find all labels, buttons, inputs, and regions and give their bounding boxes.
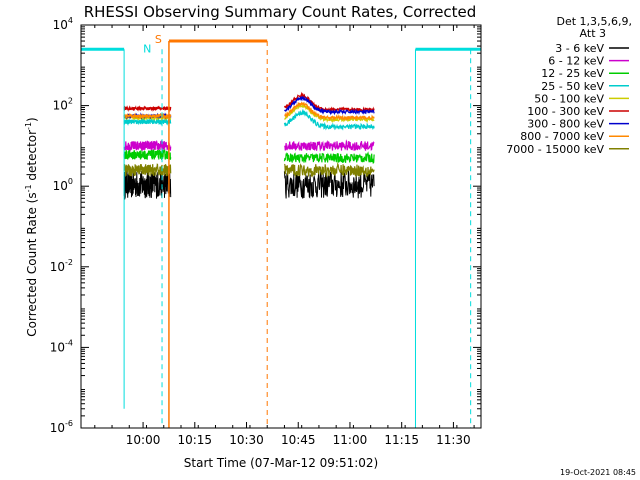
series-line-3 (283, 108, 375, 131)
y-axis-label-sup2: -1 (24, 122, 33, 130)
y-tick-label-base: 10 (53, 179, 68, 193)
legend-label: 12 - 25 keV (541, 67, 604, 80)
y-tick-label: 10-2 (50, 258, 73, 274)
plot-area: NS 10:00 10:15 10:30 10:45 11:00 11:15 11:30 1… (50, 16, 482, 447)
y-tick-label-exp: 0 (68, 177, 73, 186)
y-tick-label: 10-6 (50, 419, 73, 435)
y-axis-label-part3: ) (25, 117, 39, 122)
series-line-7 (123, 112, 172, 120)
series-line-6 (284, 95, 375, 116)
series-layer (123, 91, 375, 201)
y-tick-label-base: 10 (50, 340, 65, 354)
saa-label: S (155, 33, 162, 46)
y-axis-label-part2: detector (25, 130, 39, 185)
series-line-8 (123, 163, 172, 177)
series-line-8 (283, 161, 375, 178)
legend-label: 6 - 12 keV (548, 55, 604, 68)
x-tick-label: 10:00 (126, 433, 161, 447)
x-tick-label: 11:30 (436, 433, 471, 447)
legend-label: 7000 - 15000 keV (506, 143, 604, 156)
footer-timestamp: 19-Oct-2021 08:45 (560, 468, 636, 477)
y-axis-label-part1: Corrected Count Rate (s (25, 192, 39, 336)
x-tick-label: 11:15 (384, 433, 419, 447)
legend-label: 3 - 6 keV (555, 42, 604, 55)
y-tick-label-base: 10 (50, 260, 65, 274)
series-line-1 (284, 139, 375, 152)
legend-header-line2: Att 3 (580, 27, 606, 40)
legend-label: 50 - 100 keV (534, 92, 604, 105)
x-tick-label: 11:00 (333, 433, 368, 447)
legend-label: 25 - 50 keV (541, 80, 604, 93)
chart-title: RHESSI Observing Summary Count Rates, Co… (84, 3, 477, 21)
legend-label: 300 - 800 keV (527, 118, 604, 131)
y-tick-label-base: 10 (53, 99, 68, 113)
y-tick-label: 10-4 (50, 338, 73, 354)
series-line-2 (123, 148, 172, 161)
series-line-1 (123, 139, 172, 152)
x-axis-label: Start Time (07-Mar-12 09:51:02) (184, 456, 378, 470)
y-axis-label: Corrected Count Rate (s-1 detector-1) (24, 117, 39, 336)
marker-layer: NS (81, 33, 481, 428)
x-tick-label: 10:45 (281, 433, 316, 447)
y-tick-label-base: 10 (50, 421, 65, 435)
y-axis-label-sup1: -1 (24, 184, 33, 192)
y-tick-label: 100 (53, 177, 73, 193)
series-line-3 (123, 117, 172, 127)
y-tick-label: 102 (53, 97, 73, 113)
y-tick-label-exp: -2 (65, 258, 73, 267)
y-tick-label-base: 10 (53, 18, 68, 32)
y-tick-label: 104 (53, 16, 73, 32)
legend-label: 100 - 300 keV (527, 105, 604, 118)
series-line-7 (284, 101, 375, 122)
x-tick-label: 10:30 (229, 433, 264, 447)
plot-frame (80, 24, 482, 429)
y-tick-label-exp: 2 (68, 97, 73, 106)
y-tick-label-exp: -4 (65, 338, 73, 347)
y-tick-label-exp: -6 (65, 419, 73, 428)
night-label: N (143, 42, 151, 55)
legend-label: 800 - 7000 keV (520, 130, 604, 143)
y-tick-label-exp: 4 (68, 16, 73, 25)
series-line-2 (283, 151, 375, 165)
series-line-5 (123, 105, 172, 113)
x-tick-label: 10:15 (177, 433, 212, 447)
x-axis: 10:00 10:15 10:30 10:45 11:00 11:15 11:30 (94, 25, 475, 447)
legend-header-line1: Det 1,3,5,6,9, (556, 15, 632, 28)
